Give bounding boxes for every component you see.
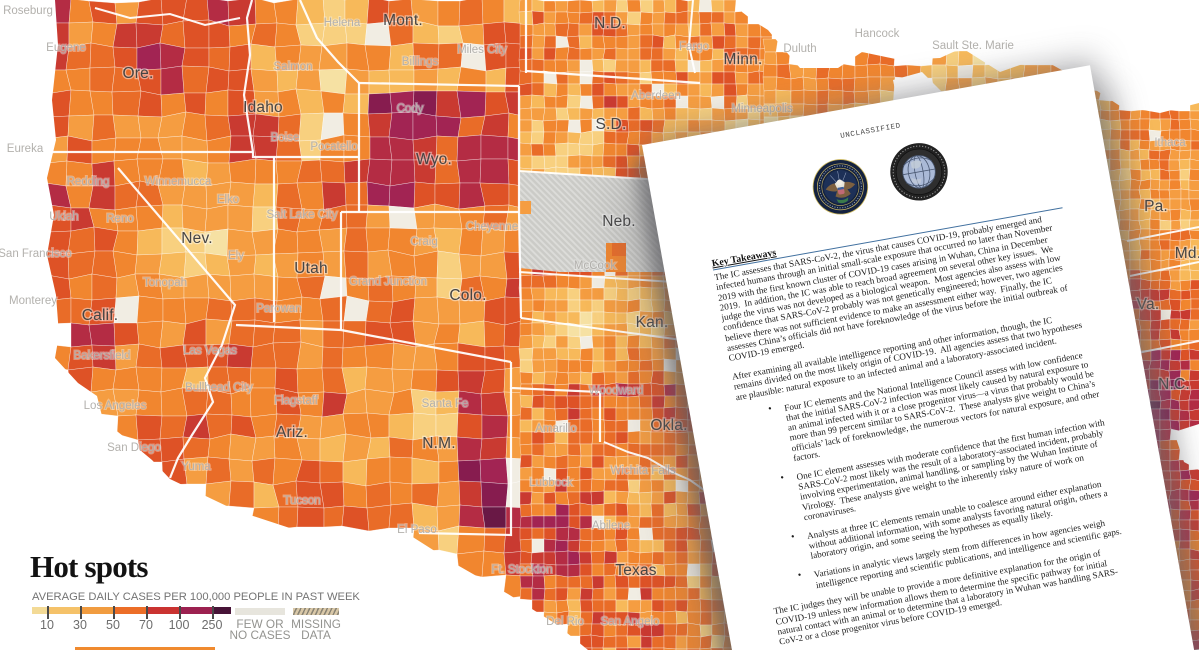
svg-text:Tonopah: Tonopah (143, 277, 187, 289)
svg-text:Winnemucca: Winnemucca (145, 176, 212, 188)
svg-text:Salmon: Salmon (274, 61, 313, 73)
svg-text:Craig: Craig (410, 236, 437, 248)
svg-text:Ukiah: Ukiah (49, 211, 78, 223)
svg-text:Tucson: Tucson (283, 495, 320, 507)
svg-text:Fargo: Fargo (679, 41, 709, 53)
svg-text:Salt Lake City: Salt Lake City (267, 209, 338, 221)
svg-text:Texas: Texas (615, 562, 657, 579)
svg-text:Amarillo: Amarillo (535, 423, 577, 435)
svg-text:Bakersfield: Bakersfield (74, 350, 131, 362)
svg-text:Cheyenne: Cheyenne (466, 221, 518, 233)
svg-text:Aberdeen: Aberdeen (631, 90, 681, 102)
svg-text:Boise: Boise (271, 132, 300, 144)
svg-text:N.M.: N.M. (422, 435, 456, 452)
svg-text:Hancock: Hancock (855, 28, 900, 40)
svg-text:Colo.: Colo. (449, 287, 486, 304)
svg-text:Flagstaff: Flagstaff (274, 395, 319, 407)
svg-text:Cody: Cody (397, 103, 424, 115)
svg-text:Yuma: Yuma (181, 461, 211, 473)
svg-text:Kan.: Kan. (636, 314, 669, 331)
svg-text:Woodward: Woodward (589, 385, 644, 397)
svg-text:Helena: Helena (324, 17, 361, 29)
svg-text:Abilene: Abilene (592, 520, 630, 532)
svg-text:Idaho: Idaho (243, 99, 283, 116)
svg-text:Lubbock: Lubbock (529, 477, 573, 489)
svg-text:Redding: Redding (67, 176, 110, 188)
svg-text:Ithaca: Ithaca (1154, 137, 1186, 149)
svg-text:S.D.: S.D. (596, 116, 627, 133)
svg-text:Roseburg: Roseburg (3, 5, 53, 17)
svg-text:Bullhead City: Bullhead City (185, 382, 253, 394)
svg-text:Va.: Va. (1137, 296, 1160, 313)
svg-text:Pa.: Pa. (1144, 198, 1168, 215)
svg-text:Eugene: Eugene (46, 42, 86, 54)
svg-text:El Paso: El Paso (397, 524, 437, 536)
svg-text:Los Angeles: Los Angeles (84, 400, 147, 412)
svg-text:Pocatello: Pocatello (310, 141, 357, 153)
svg-text:Neb.: Neb. (602, 213, 636, 230)
svg-text:Mont.: Mont. (383, 12, 423, 29)
svg-text:Nev.: Nev. (181, 230, 213, 247)
svg-text:Elko: Elko (217, 194, 239, 206)
svg-text:Sault Ste. Marie: Sault Ste. Marie (932, 40, 1014, 52)
svg-text:San Angelo: San Angelo (601, 616, 660, 628)
svg-text:Monterey: Monterey (9, 295, 57, 307)
svg-text:Okla.: Okla. (650, 417, 687, 434)
svg-text:Utah: Utah (294, 260, 328, 277)
svg-text:Ariz.: Ariz. (276, 424, 308, 441)
svg-text:Miles City: Miles City (457, 44, 507, 56)
svg-text:Ore.: Ore. (123, 65, 154, 82)
svg-text:Billings: Billings (402, 56, 439, 68)
svg-text:Santa Fe: Santa Fe (422, 398, 469, 410)
svg-text:Eureka: Eureka (7, 143, 44, 155)
svg-text:Calif.: Calif. (82, 307, 119, 324)
svg-text:San Diego: San Diego (107, 442, 161, 454)
svg-text:Ely: Ely (228, 250, 244, 262)
svg-text:Reno: Reno (106, 213, 134, 225)
svg-text:San Francisco: San Francisco (0, 248, 72, 260)
svg-text:Grand Junction: Grand Junction (349, 276, 427, 288)
svg-text:Las Vegas: Las Vegas (183, 345, 237, 357)
svg-text:Wichita Falls: Wichita Falls (610, 465, 675, 477)
svg-text:McCook: McCook (574, 260, 616, 272)
svg-text:Duluth: Duluth (783, 43, 816, 55)
svg-text:Parowan: Parowan (256, 303, 301, 315)
svg-text:N.C.: N.C. (1158, 376, 1190, 393)
svg-text:Minneapolis: Minneapolis (731, 103, 793, 115)
svg-text:Del Rio: Del Rio (546, 616, 584, 628)
svg-text:Minn.: Minn. (724, 51, 763, 68)
svg-text:Ft. Stockton: Ft. Stockton (491, 564, 552, 576)
svg-text:N.D.: N.D. (594, 15, 626, 32)
svg-text:Md.: Md. (1175, 245, 1199, 262)
svg-text:Wyo.: Wyo. (416, 151, 452, 168)
